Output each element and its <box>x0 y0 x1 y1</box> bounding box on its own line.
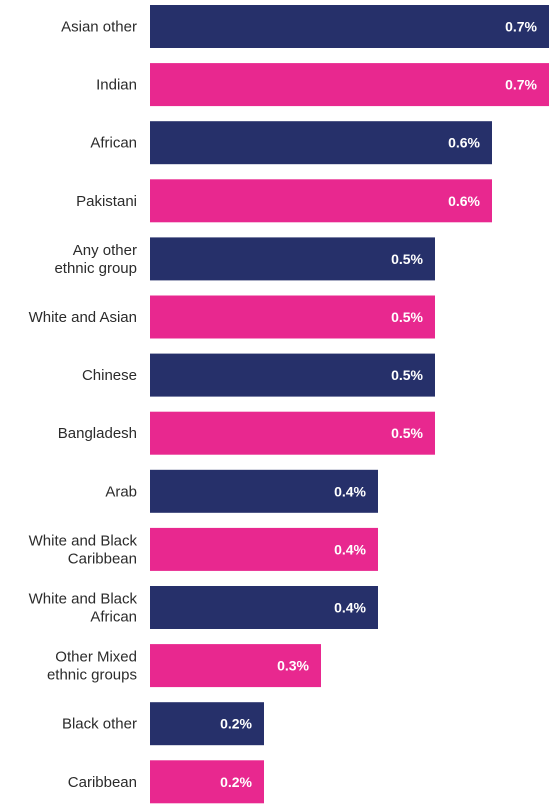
bar <box>150 353 435 397</box>
category-label: African <box>90 609 137 626</box>
category-label: ethnic group <box>54 260 137 277</box>
bar-value-label: 0.6% <box>448 135 480 151</box>
category-label: Asian other <box>61 19 137 36</box>
category-label: Indian <box>96 77 137 94</box>
bar <box>150 469 378 513</box>
bar <box>150 121 492 165</box>
bar <box>150 702 264 746</box>
category-label: White and Black <box>29 532 138 549</box>
bar-value-label: 0.5% <box>391 425 423 441</box>
bar-value-label: 0.2% <box>220 716 252 732</box>
bar-value-label: 0.5% <box>391 367 423 383</box>
category-label: Any other <box>73 242 137 259</box>
bar <box>150 527 378 571</box>
category-label: African <box>90 135 137 152</box>
category-label: Caribbean <box>68 550 137 567</box>
bar <box>150 5 549 48</box>
bar-value-label: 0.3% <box>277 658 309 674</box>
bar-value-label: 0.5% <box>391 251 423 267</box>
bar <box>150 237 435 281</box>
bar <box>150 411 435 455</box>
bar <box>150 586 378 629</box>
category-label: Pakistani <box>76 193 137 210</box>
category-label: ethnic groups <box>47 667 137 684</box>
category-label: White and Black <box>29 591 138 608</box>
bar <box>150 179 492 223</box>
bar-value-label: 0.7% <box>505 77 537 93</box>
category-label: White and Asian <box>29 309 137 326</box>
category-label: Bangladesh <box>58 425 137 442</box>
bar-value-label: 0.7% <box>505 19 537 35</box>
bar <box>150 760 264 804</box>
category-label: Black other <box>62 716 137 733</box>
bar-value-label: 0.2% <box>220 774 252 790</box>
category-label: Arab <box>105 483 137 500</box>
bar-value-label: 0.4% <box>334 600 366 616</box>
bar <box>150 295 435 339</box>
bar-value-label: 0.4% <box>334 541 366 557</box>
bar-value-label: 0.6% <box>448 193 480 209</box>
category-label: Chinese <box>82 367 137 384</box>
bar <box>150 63 549 107</box>
bar <box>150 644 321 688</box>
bar-value-label: 0.4% <box>334 483 366 499</box>
category-label: Other Mixed <box>55 649 137 666</box>
bar-value-label: 0.5% <box>391 309 423 325</box>
category-label: Caribbean <box>68 774 137 791</box>
